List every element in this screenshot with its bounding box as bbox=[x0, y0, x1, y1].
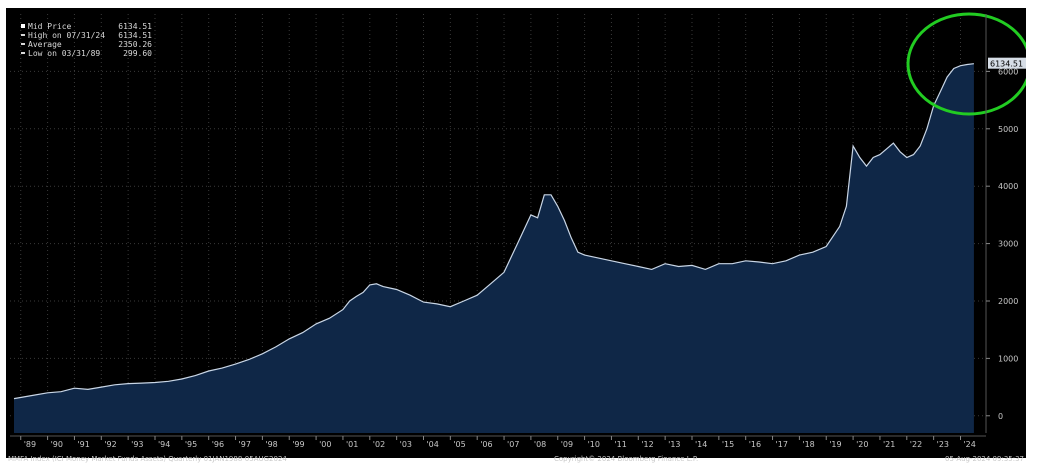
series-area bbox=[14, 63, 974, 433]
series-line bbox=[13, 63, 974, 400]
x-tick-label: '19 bbox=[829, 440, 841, 449]
legend-value: 6134.51 bbox=[118, 31, 152, 40]
x-tick-label: '95 bbox=[185, 440, 197, 449]
x-tick-label: '94 bbox=[158, 440, 170, 449]
y-tick-label: 0 bbox=[998, 412, 1003, 421]
x-tick-label: '24 bbox=[963, 440, 975, 449]
x-tick-label: '20 bbox=[856, 440, 868, 449]
x-tick-label: '16 bbox=[749, 440, 761, 449]
legend-label: Mid Price bbox=[20, 22, 71, 31]
y-tick-label: 4000 bbox=[998, 182, 1018, 191]
y-tick-label: 3000 bbox=[998, 240, 1018, 249]
x-axis: '89 '90 '91 '92 '93 '94 '95 '96 '97 '98 '99 '00 '01 '… bbox=[10, 435, 986, 449]
x-tick-label: '10 bbox=[588, 440, 600, 449]
legend-item-average: Average 2350.26 bbox=[20, 40, 152, 49]
legend-item-mid-price: Mid Price 6134.51 bbox=[20, 22, 152, 31]
x-tick-label: '14 bbox=[695, 440, 707, 449]
x-tick-label: '06 bbox=[480, 440, 492, 449]
x-tick-label: '03 bbox=[400, 440, 412, 449]
y-tick-label: 1000 bbox=[998, 354, 1018, 363]
legend-item-low: Low on 03/31/89 299.60 bbox=[20, 49, 152, 58]
x-tick-label: '22 bbox=[910, 440, 922, 449]
x-tick-label: '21 bbox=[883, 440, 895, 449]
highlight-ellipse bbox=[906, 12, 1026, 116]
x-tick-label: '90 bbox=[51, 440, 63, 449]
y-tick-label: 6000 bbox=[998, 67, 1018, 76]
last-value-tag-box bbox=[988, 57, 1026, 69]
x-tick-label: '91 bbox=[77, 440, 89, 449]
legend-label: High on 07/31/24 bbox=[20, 31, 105, 40]
legend-value: 6134.51 bbox=[118, 22, 152, 31]
x-tick-label: '00 bbox=[319, 440, 331, 449]
x-tick-label: '99 bbox=[292, 440, 304, 449]
legend-label: Low on 03/31/89 bbox=[20, 49, 100, 58]
x-tick-label: '12 bbox=[641, 440, 653, 449]
footer-source: MMFA Index (ICI Money Market Funds Asset… bbox=[8, 455, 287, 463]
legend-label: Average bbox=[20, 40, 62, 49]
x-tick-label: '08 bbox=[534, 440, 546, 449]
x-tick-label: '23 bbox=[937, 440, 949, 449]
x-tick-label: '97 bbox=[239, 440, 251, 449]
chart-frame: 0 1000 2000 3000 4000 5000 6000 '89 '90 '91 '92 '9… bbox=[6, 8, 1026, 463]
x-tick-label: '04 bbox=[426, 440, 438, 449]
x-tick-label: '96 bbox=[212, 440, 224, 449]
x-tick-label: '05 bbox=[453, 440, 465, 449]
x-tick-label: '09 bbox=[561, 440, 573, 449]
x-tick-label: '93 bbox=[131, 440, 143, 449]
last-value-tag: 6134.51 bbox=[988, 57, 1026, 69]
legend-value: 299.60 bbox=[123, 49, 152, 58]
x-tick-label: '13 bbox=[668, 440, 680, 449]
x-tick-label: '02 bbox=[373, 440, 385, 449]
last-value-tag-text: 6134.51 bbox=[990, 60, 1023, 69]
y-tick-label: 2000 bbox=[998, 297, 1018, 306]
x-tick-label: '18 bbox=[802, 440, 814, 449]
legend: Mid Price 6134.51 High on 07/31/24 6134.… bbox=[20, 22, 152, 58]
legend-value: 2350.26 bbox=[118, 40, 152, 49]
x-tick-label: '15 bbox=[722, 440, 734, 449]
x-tick-label: '11 bbox=[614, 440, 626, 449]
x-tick-label: '98 bbox=[265, 440, 277, 449]
footer-copyright: Copyright© 2024 Bloomberg Finance L.P. bbox=[554, 455, 699, 463]
x-tick-label: '01 bbox=[346, 440, 358, 449]
x-tick-label: '17 bbox=[776, 440, 788, 449]
area-chart: 0 1000 2000 3000 4000 5000 6000 '89 '90 '91 '92 '9… bbox=[10, 12, 1026, 449]
x-tick-label: '07 bbox=[507, 440, 519, 449]
y-axis: 0 1000 2000 3000 4000 5000 6000 bbox=[985, 14, 1018, 433]
x-tick-label: '89 bbox=[24, 440, 36, 449]
x-tick-label: '92 bbox=[104, 440, 116, 449]
y-tick-label: 5000 bbox=[998, 125, 1018, 134]
legend-item-high: High on 07/31/24 6134.51 bbox=[20, 31, 152, 40]
footer-timestamp: 05-Aug-2024 09:35:37 bbox=[945, 455, 1024, 463]
